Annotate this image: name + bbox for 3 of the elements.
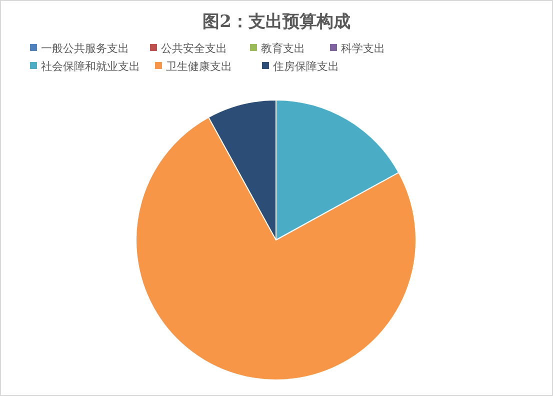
- chart-title: 图2：支出预算构成: [202, 12, 350, 32]
- legend-label: 科学支出: [341, 42, 385, 55]
- legend-label: 教育支出: [261, 42, 305, 55]
